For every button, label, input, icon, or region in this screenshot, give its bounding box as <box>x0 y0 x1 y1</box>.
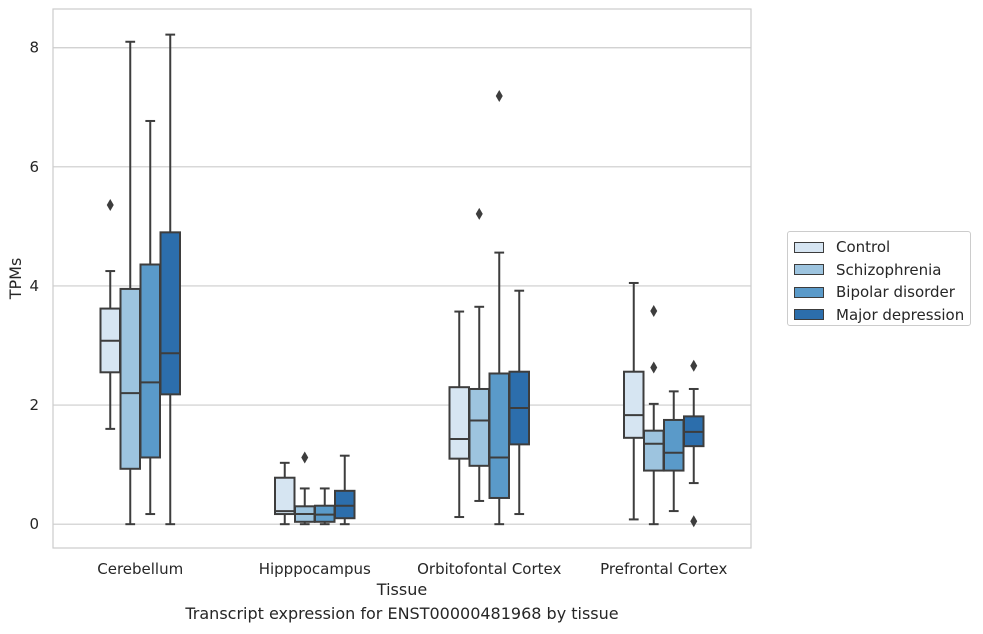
x-tick-label: Hipppocampus <box>259 560 371 578</box>
outlier-point <box>650 361 658 374</box>
box <box>683 359 705 528</box>
box-body <box>448 386 470 460</box>
box <box>159 33 181 526</box>
plot-area-frame <box>52 8 752 549</box>
outlier-point <box>690 359 698 372</box>
box-body <box>139 263 161 459</box>
box-body <box>274 476 296 516</box>
y-tick-label: 0 <box>29 515 39 533</box>
box <box>448 310 470 519</box>
outlier-point <box>475 207 483 220</box>
box-body <box>623 370 645 439</box>
x-axis-label: Tissue <box>376 580 427 599</box>
y-tick-label: 8 <box>29 39 39 57</box>
legend-item: Major depression <box>794 304 970 327</box>
box <box>294 451 316 526</box>
series-control <box>99 198 645 526</box>
y-axis-label: TPMs <box>6 258 25 301</box>
box <box>99 198 121 430</box>
box <box>663 390 685 513</box>
box-body <box>159 231 181 396</box>
outlier-point <box>650 304 658 317</box>
box <box>119 40 141 526</box>
box <box>643 304 665 526</box>
y-tick-label: 6 <box>29 158 39 176</box>
box-body <box>643 429 665 472</box>
legend-label: Schizophrenia <box>836 260 942 279</box>
y-tick-label: 4 <box>29 277 39 295</box>
box-body <box>663 418 685 472</box>
x-axis-ticks: Cerebellum Hipppocampus Orbitofontal Corte… <box>97 560 727 578</box>
y-axis-ticks: 0 2 4 6 8 <box>29 39 39 533</box>
legend: Control Schizophrenia Bipolar disorder Majo… <box>787 231 971 326</box>
series-bipolar-disorder <box>139 89 685 526</box>
series-major-depression <box>159 33 705 528</box>
legend-label: Control <box>836 238 891 257</box>
legend-swatch <box>794 241 824 253</box>
legend-label: Bipolar disorder <box>836 283 955 302</box>
x-tick-label: Orbitofontal Cortex <box>417 560 561 578</box>
box-body <box>488 372 510 499</box>
y-tick-label: 2 <box>29 396 39 414</box>
box <box>508 289 530 516</box>
outlier-point <box>106 198 114 211</box>
box <box>468 207 490 502</box>
outlier-point <box>495 89 503 102</box>
legend-swatch <box>794 309 824 321</box>
legend-item: Schizophrenia <box>794 259 970 282</box>
legend-swatch <box>794 286 824 298</box>
box <box>314 487 336 526</box>
chart-caption: Transcript expression for ENST0000048196… <box>185 604 619 623</box>
legend-label: Major depression <box>836 305 965 324</box>
outlier-point <box>690 515 698 528</box>
box-series <box>99 33 705 528</box>
outlier-point <box>301 451 309 464</box>
box <box>623 281 645 521</box>
box <box>139 119 161 516</box>
x-tick-label: Cerebellum <box>97 560 183 578</box>
box <box>488 89 510 526</box>
legend-item: Bipolar disorder <box>794 281 970 304</box>
box-body <box>468 387 490 467</box>
x-tick-label: Prefrontal Cortex <box>600 560 727 578</box>
box <box>274 461 296 526</box>
legend-item: Control <box>794 236 970 259</box>
legend-swatch <box>794 264 824 276</box>
box <box>334 454 356 526</box>
box-body <box>119 287 141 470</box>
box-body <box>334 489 356 520</box>
series-schizophrenia <box>119 40 665 526</box>
